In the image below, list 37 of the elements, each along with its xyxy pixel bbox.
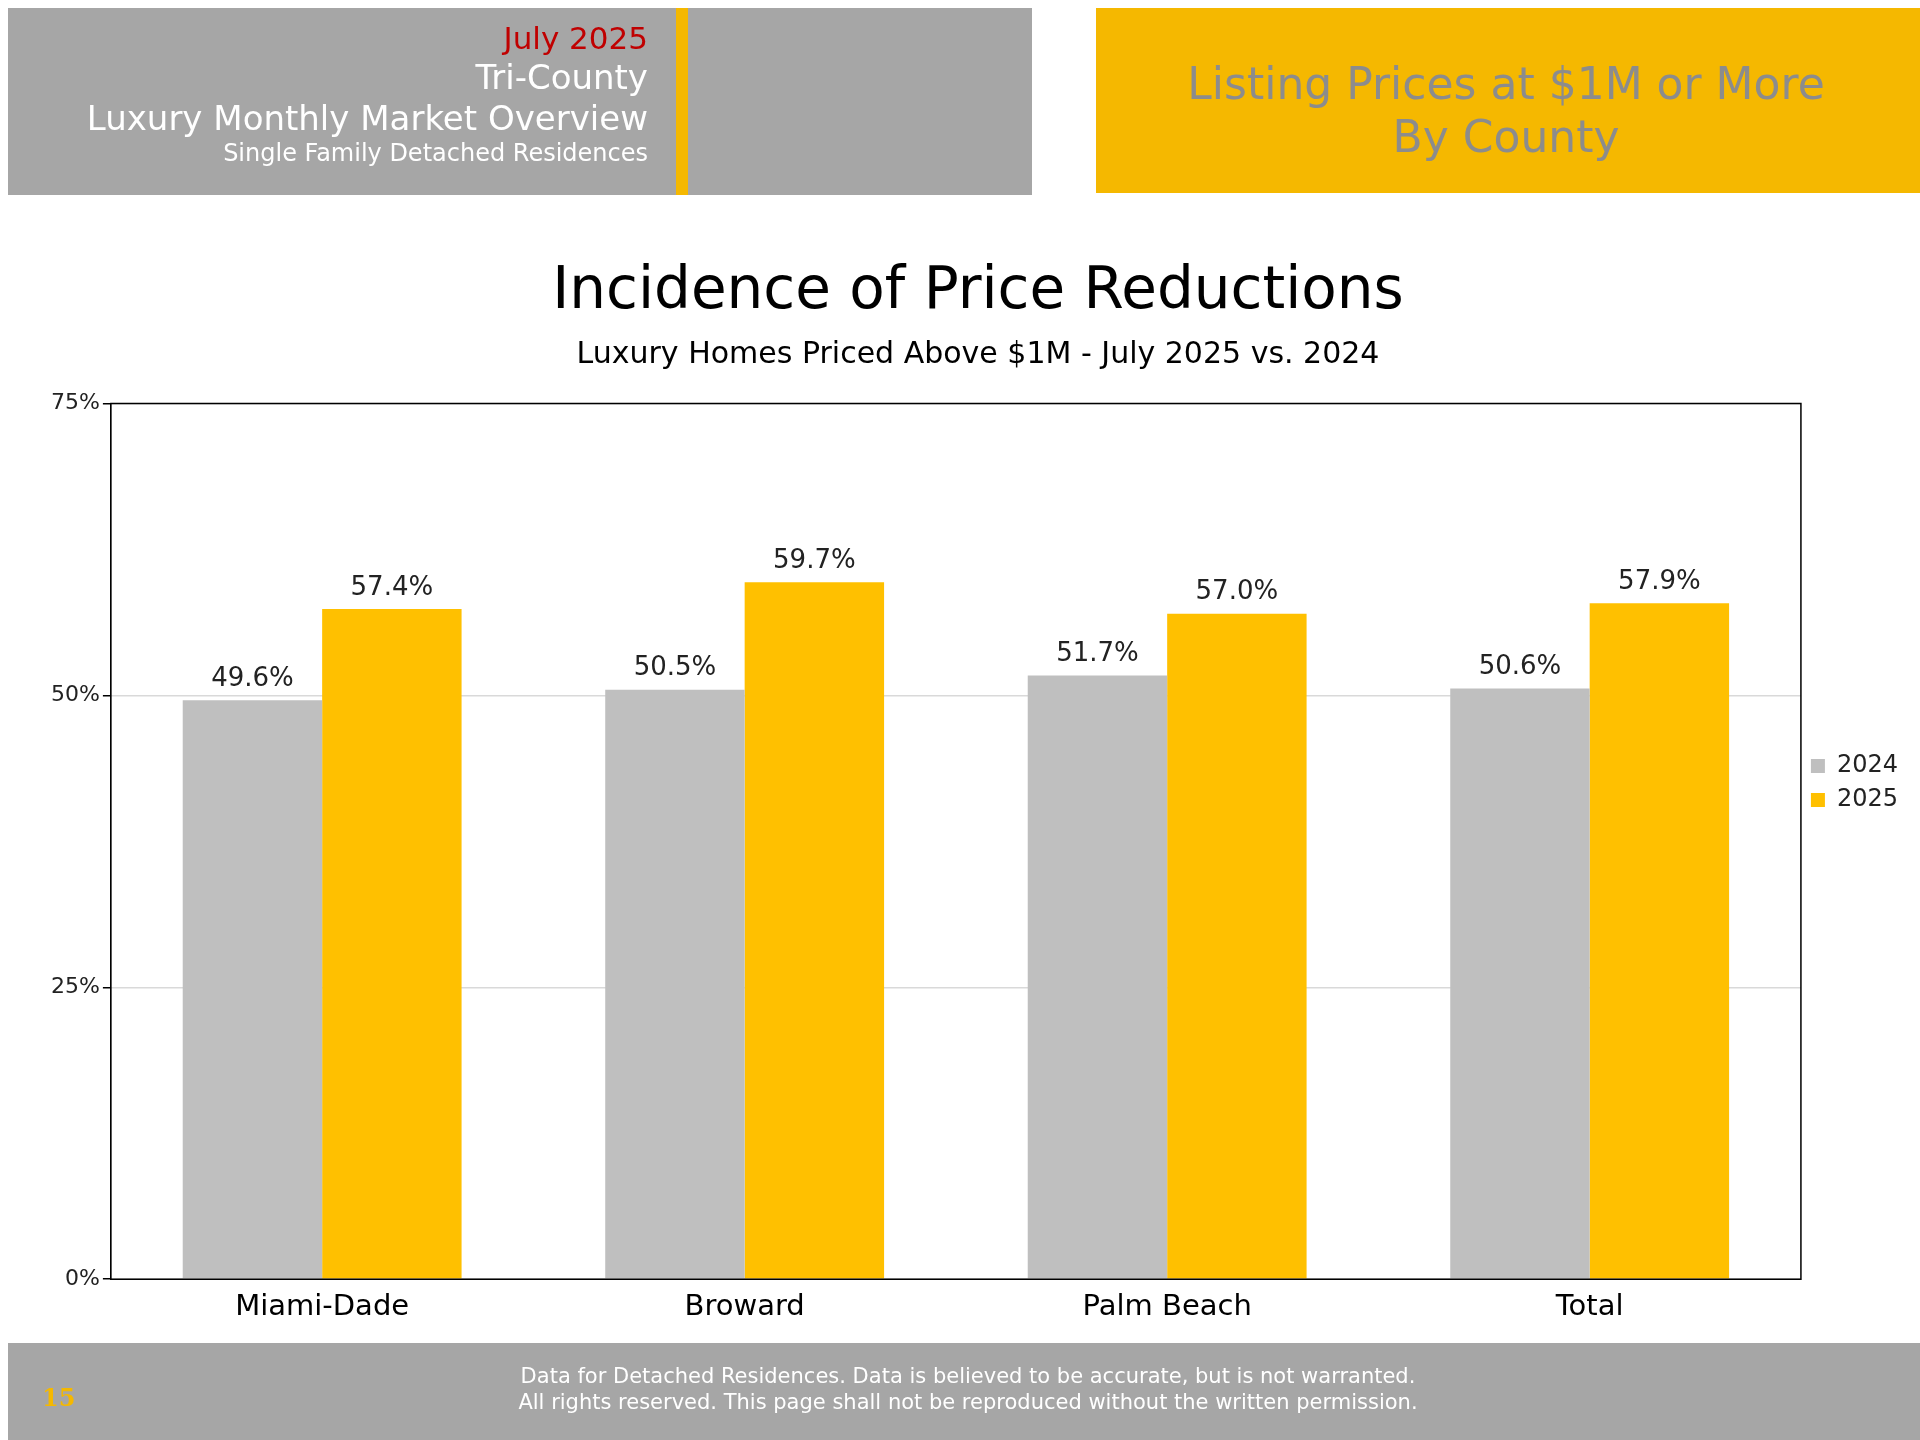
bar: [605, 689, 745, 1279]
text: Tri-County: [475, 57, 648, 98]
text: Luxury Monthly Market Overview: [86, 97, 648, 138]
data-label: 50.6%: [1478, 650, 1562, 681]
legend-label: 2025: [1836, 784, 1898, 813]
legend-label: 2024: [1836, 750, 1898, 779]
data-label: 59.7%: [773, 543, 856, 574]
text: Data for Detached Residences. Data is believed to be accurate, but is not warranted.: [520, 1364, 1416, 1388]
data-label: 49.6%: [211, 661, 294, 692]
text: July 2025: [503, 20, 648, 56]
bar: [1167, 613, 1307, 1279]
bar: [182, 700, 323, 1279]
y-tick-label: 50%: [50, 681, 100, 707]
bar: [322, 609, 462, 1279]
bar: [1589, 603, 1730, 1279]
x-tick-label: Palm Beach: [1082, 1288, 1252, 1323]
data-label: 57.4%: [350, 570, 434, 601]
y-tick-label: 0%: [64, 1264, 100, 1290]
data-label: 50.5%: [633, 651, 717, 682]
y-tick-label: 75%: [50, 389, 100, 415]
text: By County: [1392, 110, 1620, 162]
text: All rights reserved. This page shall not be reproduced without the written permission.: [518, 1390, 1418, 1415]
y-tick-label: 25%: [50, 973, 100, 999]
data-label: 51.7%: [1056, 637, 1139, 668]
chart-subtitle: Luxury Homes Priced Above $1M - July 2025 vs. 2024: [576, 335, 1380, 371]
x-tick-label: Miami-Dade: [235, 1288, 410, 1323]
x-tick-label: Total: [1554, 1288, 1624, 1323]
text: Listing Prices at $1M or More: [1187, 58, 1825, 109]
text: 15: [42, 1383, 76, 1412]
bar: [1027, 675, 1168, 1279]
bar: [744, 582, 885, 1279]
data-label: 57.9%: [1618, 564, 1701, 595]
data-label: 57.0%: [1195, 575, 1279, 606]
text: Single Family Detached Residences: [223, 138, 648, 167]
bar: [1450, 688, 1590, 1279]
chart-title: Incidence of Price Reductions: [552, 253, 1404, 322]
x-tick-label: Broward: [684, 1288, 805, 1323]
